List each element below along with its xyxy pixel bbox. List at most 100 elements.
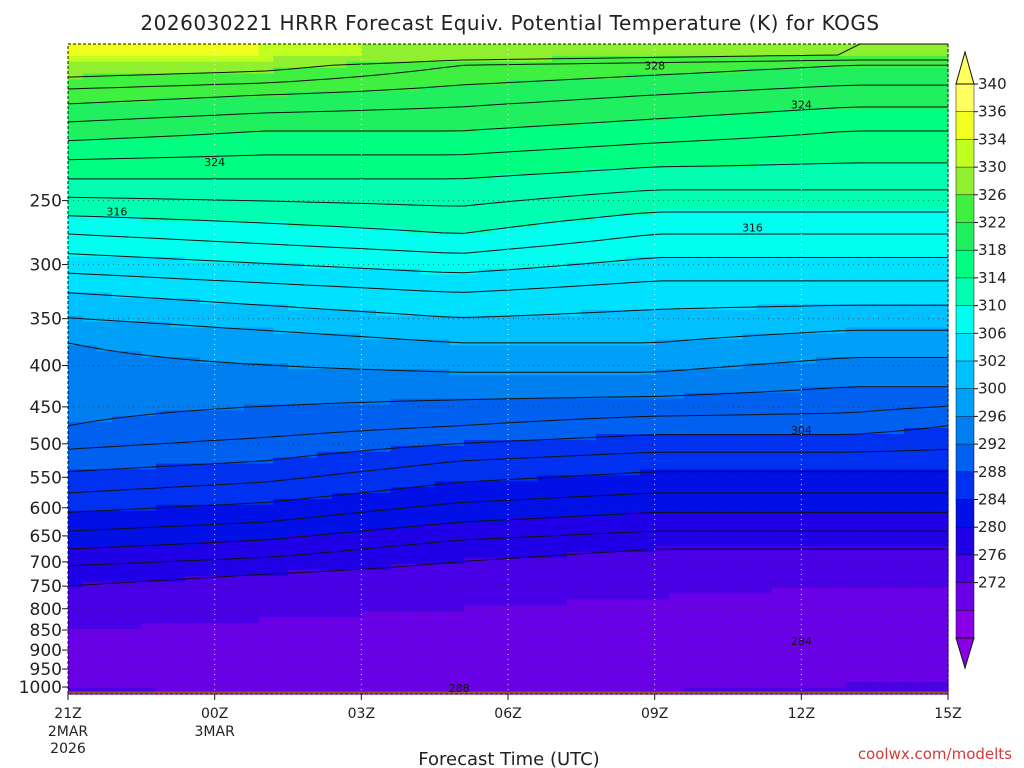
field-cell — [713, 451, 729, 459]
field-cell — [273, 126, 289, 134]
field-cell — [449, 522, 465, 530]
field-cell — [200, 581, 216, 589]
field-cell — [449, 646, 465, 654]
field-cell — [713, 670, 729, 677]
field-cell — [97, 646, 113, 654]
field-cell — [376, 168, 392, 175]
field-cell — [317, 162, 333, 169]
field-cell — [464, 197, 480, 205]
field-cell — [302, 55, 318, 63]
field-cell — [654, 611, 670, 618]
field-cell — [405, 179, 421, 187]
field-cell — [317, 629, 333, 636]
field-cell — [552, 629, 568, 636]
field-cell — [332, 682, 348, 689]
field-cell — [522, 179, 538, 187]
field-cell — [640, 333, 656, 341]
field-cell — [478, 617, 494, 624]
field-cell — [420, 658, 436, 666]
field-cell — [625, 380, 641, 388]
field-cell — [156, 309, 172, 317]
field-cell — [170, 109, 186, 116]
field-cell — [214, 510, 230, 518]
field-cell — [214, 179, 230, 187]
field-cell — [640, 174, 656, 181]
field-cell — [126, 256, 142, 264]
field-cell — [390, 398, 406, 406]
field-cell — [522, 268, 538, 276]
field-cell — [214, 522, 230, 530]
field-cell — [346, 227, 362, 234]
field-cell — [405, 404, 421, 411]
field-cell — [625, 156, 641, 163]
field-cell — [478, 380, 494, 388]
field-cell — [258, 120, 274, 128]
field-cell — [68, 144, 84, 151]
field-cell — [654, 398, 670, 406]
field-cell — [522, 374, 538, 382]
field-cell — [361, 617, 377, 624]
field-cell — [214, 439, 230, 447]
field-cell — [244, 351, 260, 358]
field-cell — [522, 156, 538, 163]
field-cell — [640, 315, 656, 323]
field-cell — [288, 634, 304, 642]
field-cell — [698, 540, 714, 547]
field-cell — [464, 593, 480, 601]
field-cell — [640, 97, 656, 104]
field-cell — [229, 185, 245, 193]
field-cell — [97, 499, 113, 506]
field-cell — [581, 73, 597, 81]
field-cell — [346, 434, 362, 441]
field-cell — [596, 126, 612, 134]
field-cell — [68, 540, 84, 547]
field-cell — [97, 587, 113, 595]
field-cell — [156, 126, 172, 134]
field-cell — [493, 250, 509, 258]
field-cell — [522, 351, 538, 358]
field-cell — [82, 321, 98, 329]
field-cell — [185, 481, 201, 488]
field-cell — [361, 487, 377, 494]
field-cell — [449, 179, 465, 187]
field-cell — [405, 132, 421, 140]
field-cell — [288, 191, 304, 199]
field-cell — [713, 61, 729, 69]
field-cell — [200, 487, 216, 494]
field-cell — [522, 587, 538, 595]
field-cell — [214, 682, 230, 689]
field-cell — [97, 629, 113, 636]
field-cell — [185, 67, 201, 75]
field-cell — [317, 682, 333, 689]
field-cell — [537, 73, 553, 81]
field-cell — [214, 268, 230, 276]
field-cell — [332, 481, 348, 488]
field-cell — [654, 617, 670, 624]
field-cell — [126, 268, 142, 276]
field-cell — [434, 268, 450, 276]
field-cell — [566, 398, 582, 406]
field-cell — [229, 516, 245, 524]
field-cell — [376, 374, 392, 382]
field-cell — [522, 203, 538, 211]
field-cell — [170, 126, 186, 134]
field-cell — [420, 445, 436, 453]
field-cell — [302, 280, 318, 287]
field-cell — [273, 262, 289, 270]
field-cell — [493, 445, 509, 453]
field-cell — [552, 439, 568, 447]
field-cell — [332, 516, 348, 524]
field-cell — [156, 575, 172, 583]
field-cell — [537, 85, 553, 92]
field-cell — [405, 49, 421, 57]
field-cell — [346, 91, 362, 98]
field-cell — [537, 676, 553, 683]
field-cell — [420, 91, 436, 98]
field-cell — [258, 274, 274, 281]
field-cell — [728, 262, 744, 270]
field-cell — [698, 179, 714, 187]
field-cell — [713, 191, 729, 199]
field-cell — [185, 280, 201, 287]
field-cell — [566, 599, 582, 606]
field-cell — [640, 634, 656, 642]
